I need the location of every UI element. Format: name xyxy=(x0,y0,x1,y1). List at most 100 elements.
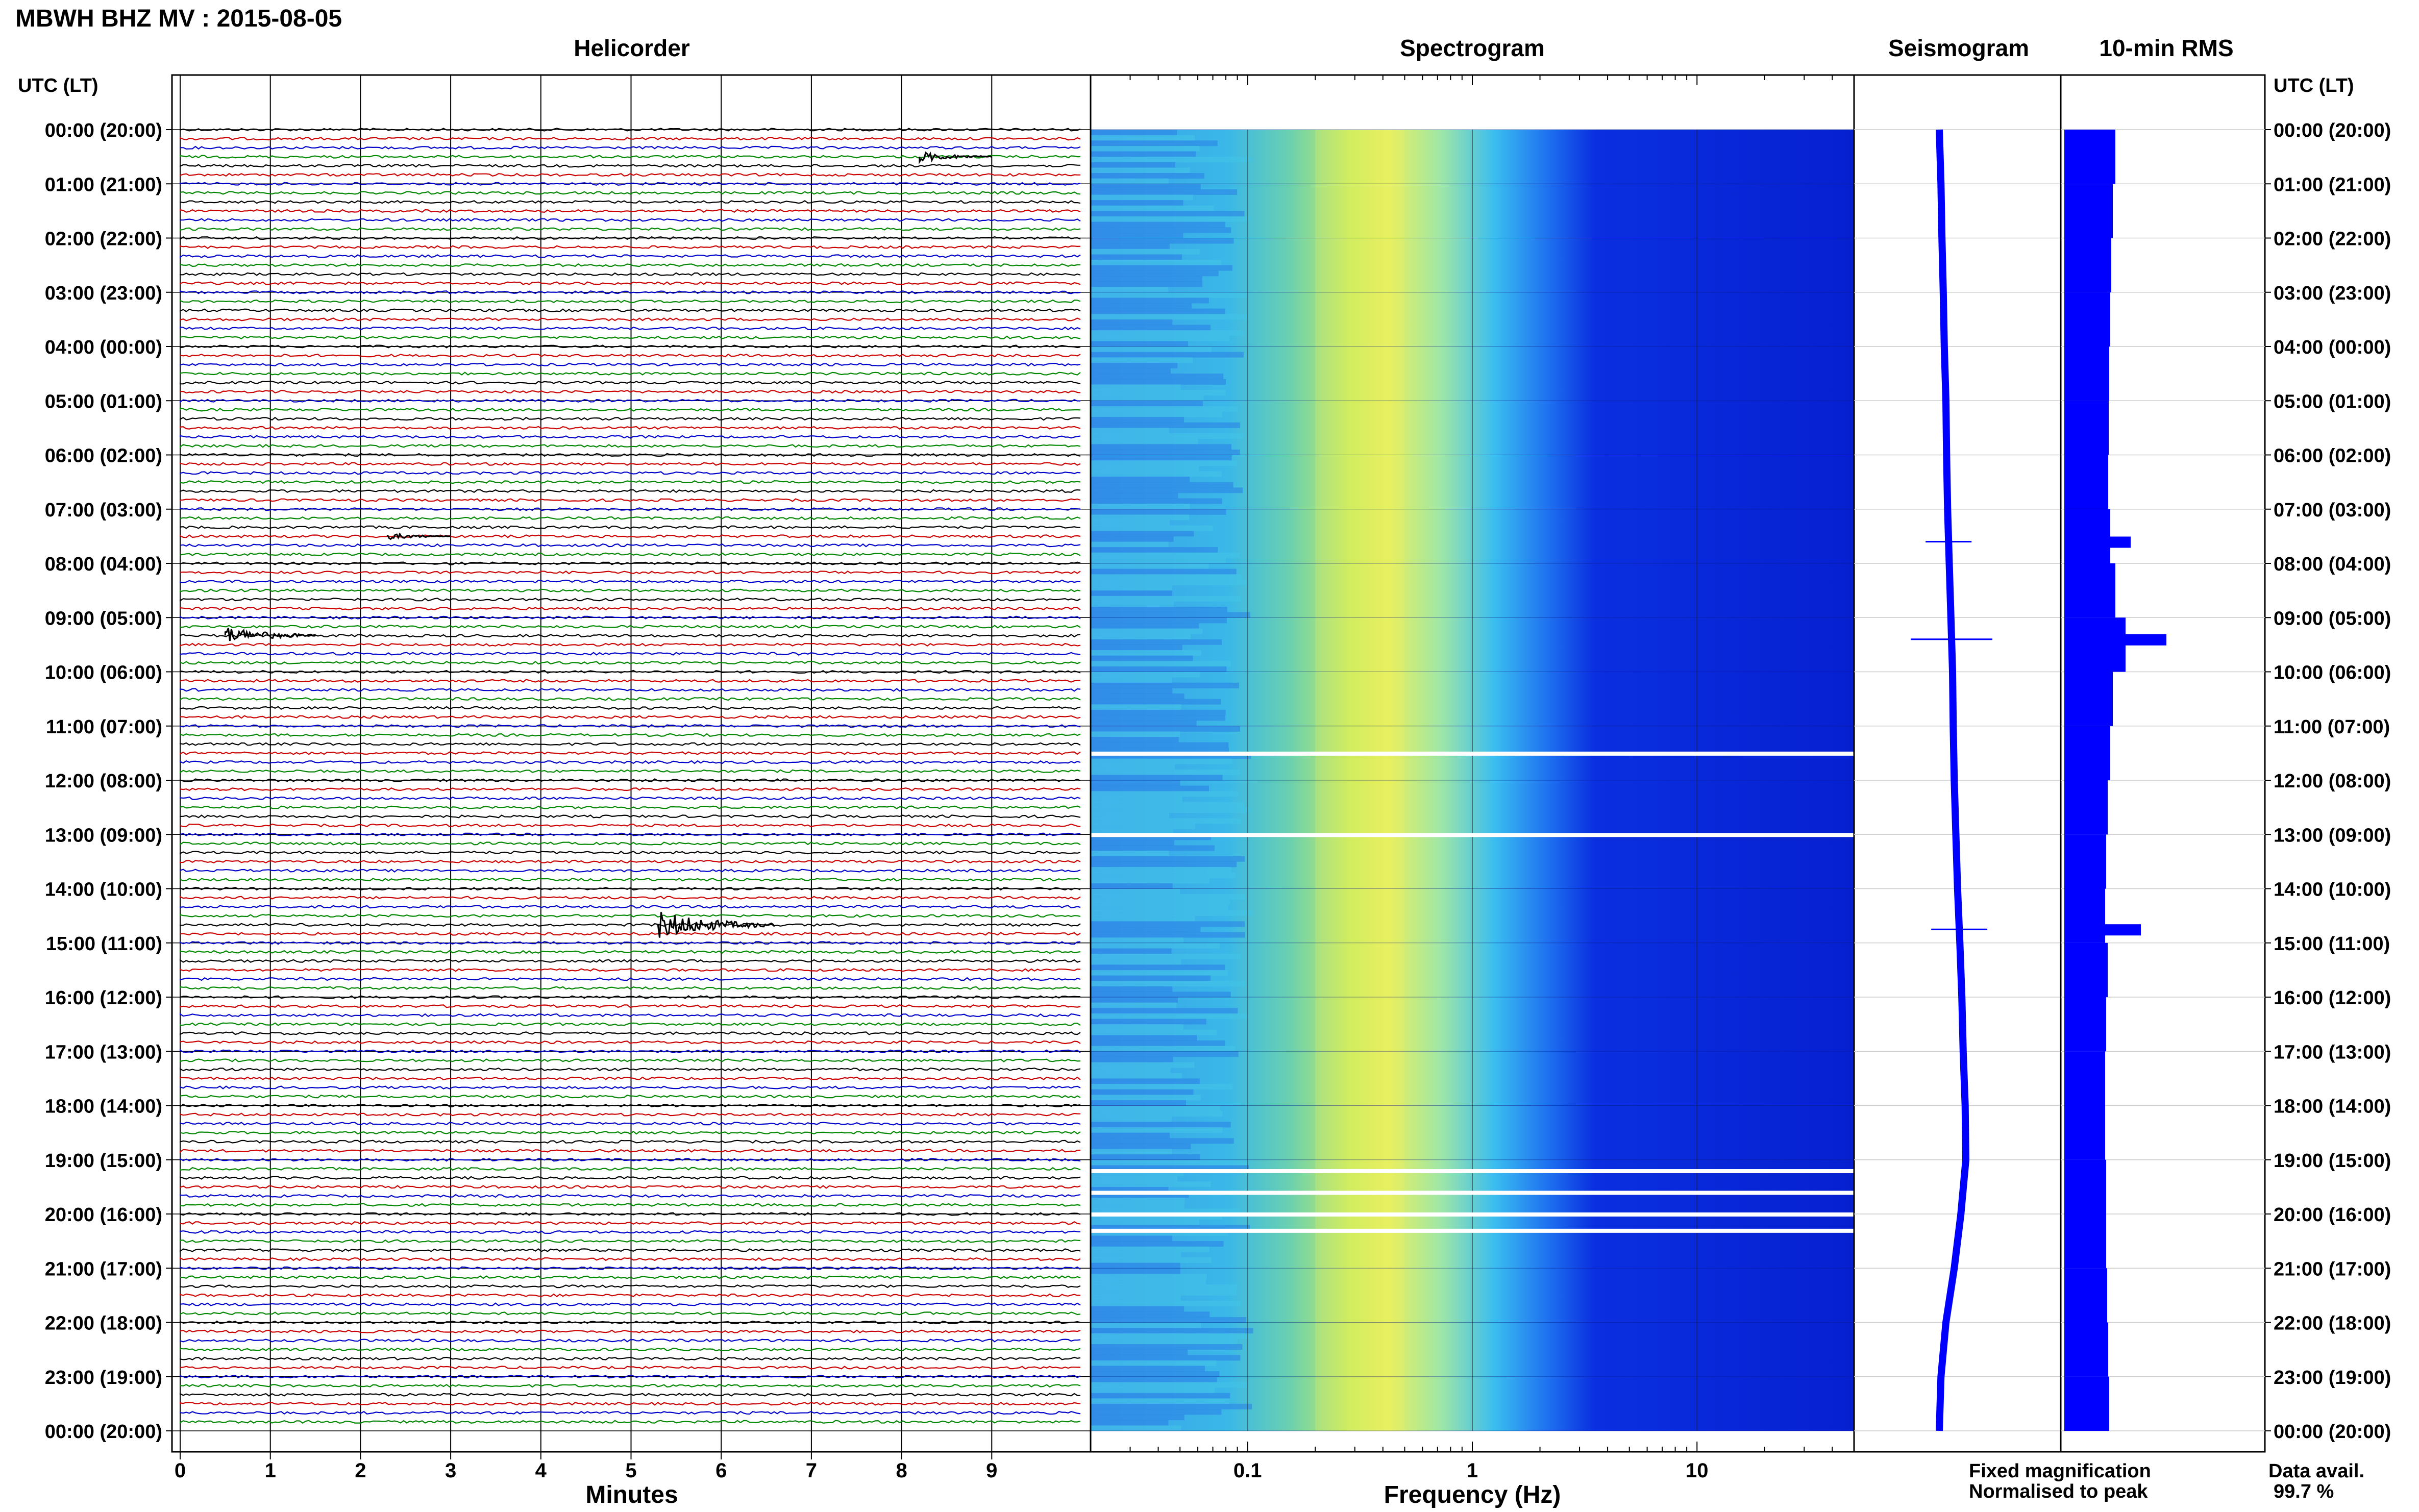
spectrogram-row xyxy=(1091,1339,1238,1345)
rms-bar xyxy=(2064,455,2108,509)
rms-panel xyxy=(2060,74,2266,1453)
spectrogram-row xyxy=(1091,1078,1200,1084)
spectrogram-row xyxy=(1091,438,1198,444)
spectrogram-row xyxy=(1091,1311,1210,1318)
spectrogram-row xyxy=(1091,1019,1206,1025)
spectrogram-row xyxy=(1091,298,1209,304)
spectrogram-row xyxy=(1091,596,1241,602)
time-label-left: 11:00 (07:00) xyxy=(46,716,162,738)
spectrogram-row xyxy=(1091,211,1245,217)
spectrogram-row xyxy=(1091,1181,1211,1187)
spectrogram-row xyxy=(1091,238,1234,244)
helicorder-trace xyxy=(179,1212,1081,1216)
spectrogram-row xyxy=(1091,758,1232,764)
helicorder-trace xyxy=(179,805,1081,809)
spectrogram-row xyxy=(1091,568,1237,575)
time-label-right: 21:00 (17:00) xyxy=(2274,1258,2391,1280)
spectrogram-row xyxy=(1091,1208,1241,1214)
spectrogram-row xyxy=(1091,563,1209,569)
spectrogram-row xyxy=(1091,1225,1250,1231)
rms-bar xyxy=(2064,292,2110,347)
helicorder-trace xyxy=(179,326,1081,331)
time-label-right: 11:00 (07:00) xyxy=(2274,716,2390,738)
helicorder-trace xyxy=(179,507,1081,511)
spectrogram-row xyxy=(1091,693,1184,699)
spectrogram-row xyxy=(1091,243,1170,250)
spectrogram-row xyxy=(1091,585,1172,591)
spectrogram-row xyxy=(1091,145,1200,152)
spectrogram-row xyxy=(1091,824,1195,829)
helicorder-trace xyxy=(179,1402,1081,1406)
rms-spike-bar xyxy=(2064,536,2131,548)
spectrogram-row xyxy=(1091,547,1218,553)
helicorder-trace xyxy=(179,977,1081,981)
spectrogram-row xyxy=(1091,1122,1231,1128)
spectrogram-row xyxy=(1091,1051,1239,1057)
helicorder-trace xyxy=(180,543,1081,548)
spectrogram-data-gap xyxy=(1091,751,1854,756)
spectrogram-row xyxy=(1091,639,1222,645)
time-label-right: 03:00 (23:00) xyxy=(2274,283,2391,304)
rms-bar xyxy=(2064,130,2115,184)
helicorder-trace xyxy=(179,1167,1081,1171)
helicorder-trace xyxy=(179,1076,1081,1081)
helicorder-trace xyxy=(179,1356,1081,1361)
spectrogram-row xyxy=(1091,1154,1200,1160)
helicorder-trace xyxy=(179,950,1081,954)
helicorder-trace xyxy=(179,1347,1081,1352)
spectrogram-row xyxy=(1091,270,1219,277)
spectrogram-row xyxy=(1091,189,1238,195)
helicorder-trace xyxy=(179,1149,1081,1153)
spectrogram-row xyxy=(1091,1100,1186,1106)
spectrogram-row xyxy=(1091,352,1244,358)
helicorder-trace xyxy=(179,733,1081,737)
helicorder-trace xyxy=(179,164,1081,168)
time-label-left: 06:00 (02:00) xyxy=(45,445,162,467)
helicorder-trace xyxy=(179,362,1081,367)
time-label-left: 03:00 (23:00) xyxy=(45,283,162,304)
helicorder-trace xyxy=(179,913,1081,918)
helicorder-trace xyxy=(179,968,1081,972)
spectrogram-row xyxy=(1091,715,1225,721)
time-label-right: 14:00 (10:00) xyxy=(2274,879,2391,901)
helicorder-trace xyxy=(179,408,1081,412)
spectrogram-row xyxy=(1091,260,1221,265)
time-label-left: 16:00 (12:00) xyxy=(45,987,162,1009)
time-label-right: 22:00 (18:00) xyxy=(2274,1313,2391,1334)
spectrogram-row xyxy=(1091,975,1211,981)
spectrogram-row xyxy=(1091,948,1172,954)
spectrogram-row xyxy=(1091,1073,1182,1079)
helicorder-trace xyxy=(179,1239,1081,1243)
spectrogram-row xyxy=(1091,753,1251,759)
time-label-left: 00:00 (20:00) xyxy=(45,1421,162,1443)
spectrogram-row xyxy=(1091,1143,1191,1149)
spectrogram-row xyxy=(1091,249,1200,255)
rms-bar xyxy=(2064,780,2108,835)
rms-bar xyxy=(2064,238,2111,292)
time-label-left: 00:00 (20:00) xyxy=(45,120,162,141)
spectrogram-row xyxy=(1091,1159,1249,1166)
spectrogram-row xyxy=(1091,140,1218,146)
spectrogram-row xyxy=(1091,1219,1200,1225)
spectrogram-row xyxy=(1091,959,1181,965)
spectrogram-row xyxy=(1091,227,1231,233)
time-label-left: 09:00 (05:00) xyxy=(45,608,162,629)
time-label-left: 19:00 (15:00) xyxy=(45,1150,162,1172)
time-label-left: 22:00 (18:00) xyxy=(45,1313,162,1334)
helicorder-trace xyxy=(179,742,1081,747)
minutes-tick-label: 4 xyxy=(535,1459,547,1482)
helicorder-trace xyxy=(179,128,1081,132)
time-label-right: 15:00 (11:00) xyxy=(2274,933,2390,955)
spectrogram-row xyxy=(1091,1062,1195,1068)
helicorder-trace xyxy=(179,579,1081,584)
helicorder-trace xyxy=(179,923,1081,927)
helicorder-trace xyxy=(179,1157,1081,1162)
helicorder-trace xyxy=(179,715,1081,719)
spectrogram-row xyxy=(1091,1295,1181,1301)
helicorder-trace xyxy=(179,1185,1081,1189)
spectrogram-row xyxy=(1091,574,1242,580)
helicorder-trace xyxy=(179,841,1081,846)
spectrogram-row xyxy=(1091,579,1247,585)
helicorder-trace xyxy=(179,254,1081,259)
frequency-axis-label: Frequency (Hz) xyxy=(1384,1481,1561,1508)
